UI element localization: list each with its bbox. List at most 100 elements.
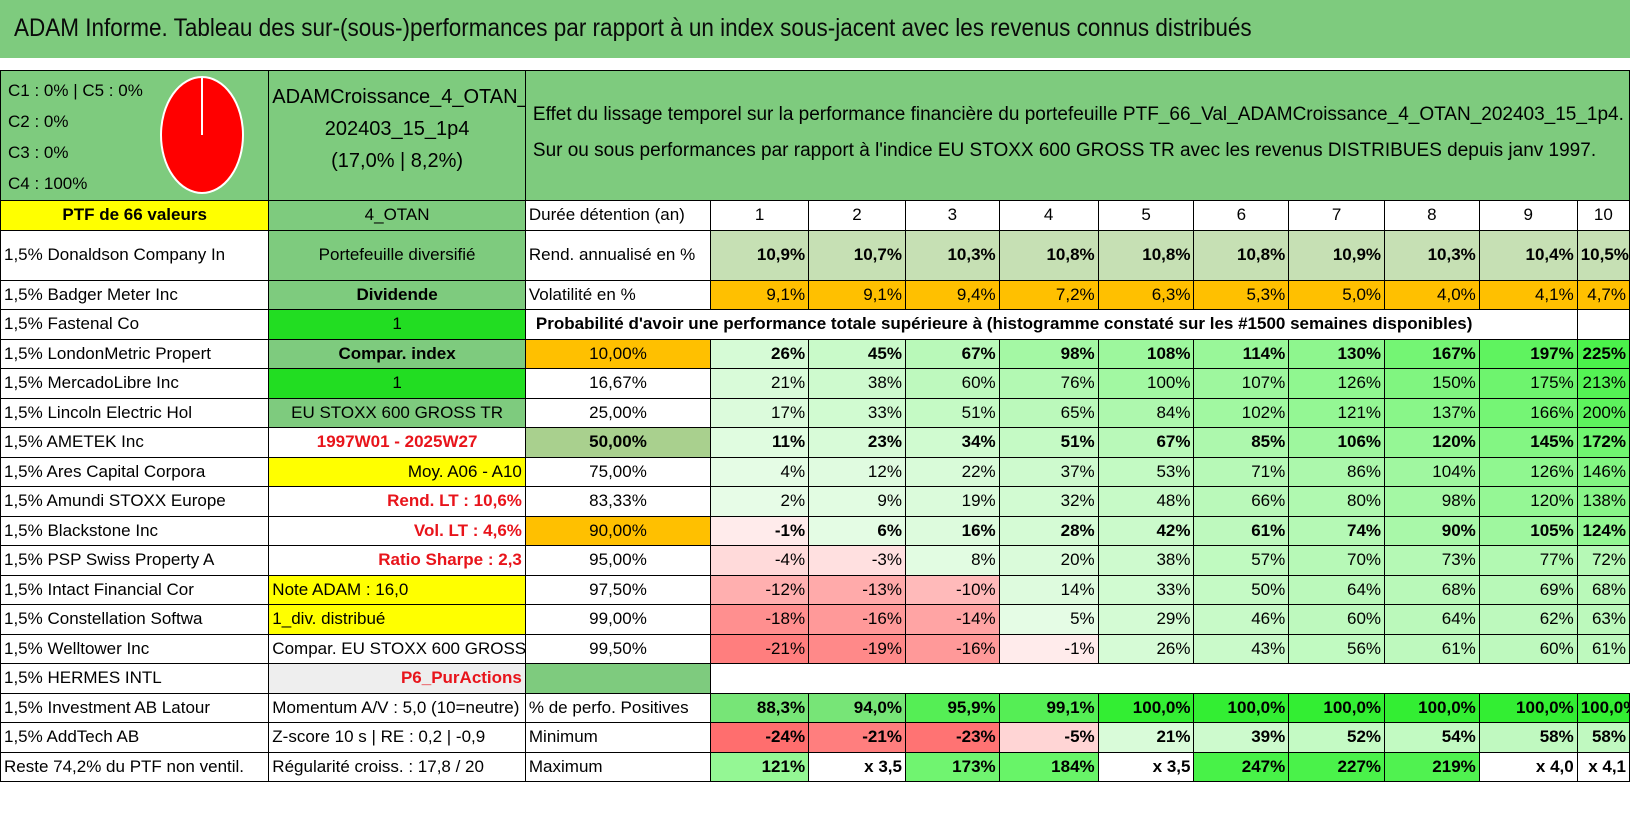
percentile-value: 12% (808, 456, 906, 487)
percentile-label: 75,00% (524, 456, 712, 487)
percentile-value: 167% (1384, 338, 1480, 369)
info-cell: Vol. LT : 4,6% (268, 515, 526, 546)
holding-name: 1,5% PSP Swiss Property A (0, 545, 270, 576)
percentile-value: 76% (998, 368, 1099, 399)
percentile-value: 121% (1288, 397, 1386, 428)
maximum-value: 173% (904, 751, 1000, 782)
percentile-value: 46% (1193, 604, 1290, 635)
positives-value: 100,0% (1478, 692, 1578, 723)
info-cell: Portefeuille diversifié (268, 229, 526, 281)
percentile-value: 106% (1288, 427, 1386, 458)
vol-value: 5,3% (1193, 279, 1290, 310)
percentile-label: 10,00% (524, 338, 712, 369)
percentile-value: 38% (1097, 545, 1195, 576)
positives-label: % de perfo. Positives (524, 692, 712, 723)
rend-value: 10,3% (904, 229, 1000, 281)
percentile-value: 100% (1097, 368, 1195, 399)
info-cell: Ratio Sharpe : 2,3 (268, 545, 526, 576)
percentile-value: 138% (1576, 486, 1630, 517)
positives-value: 94,0% (808, 692, 906, 723)
percentile-value: 68% (1384, 574, 1480, 605)
positives-value: 100,0% (1384, 692, 1480, 723)
maximum-value: x 4,1 (1576, 751, 1630, 782)
percentile-value: 32% (998, 486, 1099, 517)
pie-legend-item: C4 : 100% (8, 174, 88, 193)
percentile-value: 11% (710, 427, 810, 458)
pie-cell: C1 : 0% | C5 : 0% C2 : 0% C3 : 0% C4 : 1… (0, 70, 270, 201)
positives-value: 100,0% (1193, 692, 1290, 723)
year-header: 5 (1097, 200, 1195, 231)
percentile-value: 51% (904, 397, 1000, 428)
percentile-value: 38% (808, 368, 906, 399)
percentile-value: 50% (1193, 574, 1290, 605)
holding-name: 1,5% Lincoln Electric Hol (0, 397, 270, 428)
percentile-value: 68% (1576, 574, 1630, 605)
percentile-value: 34% (904, 427, 1000, 458)
info-cell: Momentum A/V : 5,0 (10=neutre) (268, 692, 526, 723)
info-cell: 1 (268, 368, 526, 399)
maximum-value: x 4,0 (1478, 751, 1578, 782)
percentile-value: 66% (1193, 486, 1290, 517)
percentile-value: 67% (1097, 427, 1195, 458)
percentile-value: 225% (1576, 338, 1630, 369)
portfolio-name-line: 202403_15_1p4 (324, 118, 470, 140)
portfolio-name-cell: ADAMCroissance_4_OTAN_ 202403_15_1p4 (17… (268, 70, 526, 201)
info-cell: 1 (268, 309, 526, 340)
info-cell: Rend. LT : 10,6% (268, 486, 526, 517)
empty-cell (1576, 309, 1630, 340)
percentile-label: 99,50% (524, 633, 712, 664)
percentile-value: 45% (808, 338, 906, 369)
percentile-value: 26% (710, 338, 810, 369)
percentile-value: 126% (1478, 456, 1578, 487)
minimum-value: -5% (998, 722, 1099, 753)
rend-value: 10,4% (1478, 229, 1578, 281)
percentile-value: 80% (1288, 486, 1386, 517)
minimum-value: 58% (1478, 722, 1578, 753)
percentile-value: 104% (1384, 456, 1480, 487)
percentile-value: -1% (710, 515, 810, 546)
percentile-value: 2% (710, 486, 810, 517)
pie-legend-item: C2 : 0% (8, 112, 69, 131)
percentile-value: 150% (1384, 368, 1480, 399)
holding-name: 1,5% Investment AB Latour (0, 692, 270, 723)
positives-value: 95,9% (904, 692, 1000, 723)
vol-value: 9,4% (904, 279, 1000, 310)
maximum-value: 184% (998, 751, 1099, 782)
empty-cell (711, 664, 1630, 694)
year-header: 9 (1478, 200, 1578, 231)
holding-name: 1,5% Fastenal Co (0, 309, 270, 340)
rend-value: 10,9% (710, 229, 810, 281)
pie-legend: C1 : 0% | C5 : 0% C2 : 0% C3 : 0% C4 : 1… (8, 75, 143, 199)
minimum-value: -23% (904, 722, 1000, 753)
percentile-value: 60% (904, 368, 1000, 399)
empty-cell (524, 663, 712, 694)
percentile-value: 72% (1576, 545, 1630, 576)
percentile-label: 90,00% (524, 515, 712, 546)
percentile-value: 126% (1288, 368, 1386, 399)
holding-name: 1,5% HERMES INTL (0, 663, 270, 694)
description-line: Sur ou sous performances par rapport à l… (532, 140, 1597, 161)
percentile-value: 102% (1193, 397, 1290, 428)
minimum-value: 21% (1097, 722, 1195, 753)
percentile-value: 33% (808, 397, 906, 428)
percentile-label: 99,00% (524, 604, 712, 635)
percentile-value: 19% (904, 486, 1000, 517)
percentile-value: 77% (1478, 545, 1578, 576)
percentile-value: 57% (1193, 545, 1290, 576)
percentile-value: 48% (1097, 486, 1195, 517)
percentile-label: 16,67% (524, 368, 712, 399)
percentile-value: 62% (1478, 604, 1578, 635)
pie-chart (160, 76, 244, 194)
percentile-value: 130% (1288, 338, 1386, 369)
percentile-value: -21% (710, 633, 810, 664)
percentile-value: 33% (1097, 574, 1195, 605)
percentile-value: 28% (998, 515, 1099, 546)
rend-value: 10,8% (1193, 229, 1290, 281)
percentile-value: 85% (1193, 427, 1290, 458)
holding-name: 1,5% Ares Capital Corpora (0, 456, 270, 487)
percentile-value: 8% (904, 545, 1000, 576)
percentile-value: 56% (1288, 633, 1386, 664)
vol-value: 6,3% (1097, 279, 1195, 310)
percentile-value: 42% (1097, 515, 1195, 546)
percentile-label: 50,00% (524, 427, 712, 458)
